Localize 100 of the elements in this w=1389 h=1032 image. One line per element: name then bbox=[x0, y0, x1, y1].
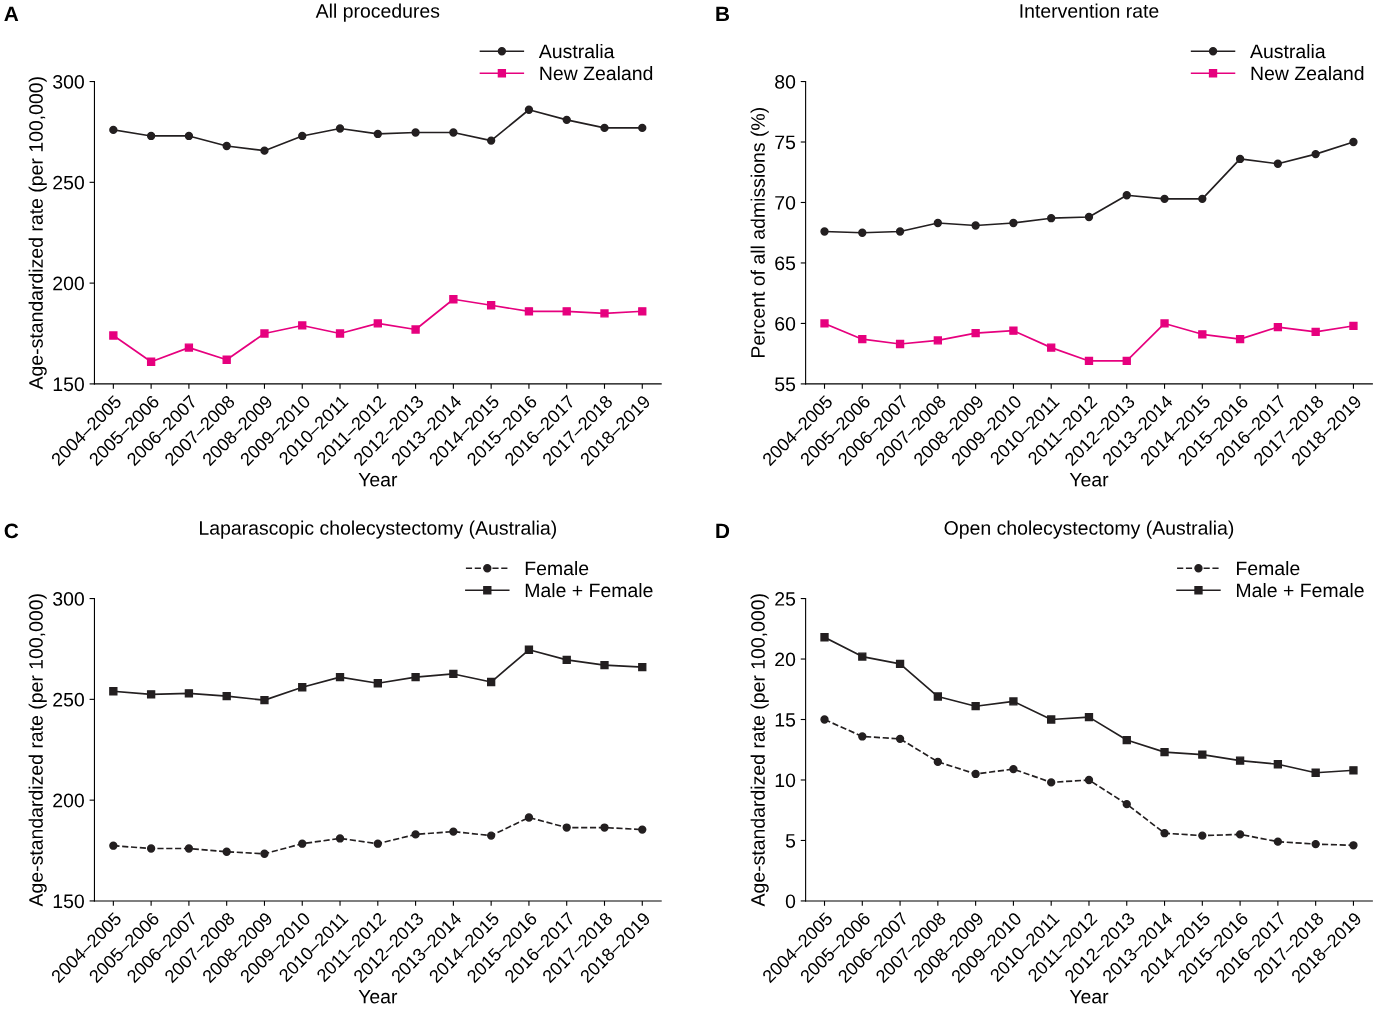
text: A bbox=[4, 6, 19, 22]
point bbox=[1235, 154, 1245, 164]
y-tick-label: 150 bbox=[53, 377, 84, 392]
y-tick-label: 20 bbox=[775, 652, 796, 667]
point bbox=[373, 839, 382, 848]
point bbox=[971, 702, 980, 711]
y-tick-label: 150 bbox=[53, 894, 84, 909]
point bbox=[600, 309, 609, 318]
y-tick-label: 200 bbox=[53, 793, 84, 808]
point bbox=[1122, 735, 1131, 745]
point bbox=[971, 769, 980, 779]
point bbox=[1235, 756, 1245, 765]
chart-title: Open cholecystectomy (Australia) bbox=[944, 520, 1234, 539]
point bbox=[109, 841, 118, 850]
y-axis-title: Percent of all admissions (%) bbox=[750, 108, 769, 358]
point bbox=[486, 136, 496, 145]
x-axis-title: Year bbox=[358, 989, 398, 1004]
point bbox=[1349, 766, 1358, 775]
point bbox=[600, 123, 609, 133]
point bbox=[449, 295, 458, 304]
point bbox=[486, 831, 496, 840]
chart-title: Intervention rate bbox=[1020, 3, 1159, 18]
point bbox=[524, 813, 534, 822]
point bbox=[1198, 194, 1207, 204]
point bbox=[1160, 194, 1169, 204]
point bbox=[1311, 149, 1320, 159]
point bbox=[411, 673, 420, 682]
text: C bbox=[4, 523, 19, 539]
y-tick-label: 250 bbox=[53, 692, 84, 707]
x-axis-title: Year bbox=[1069, 989, 1109, 1004]
point bbox=[858, 732, 867, 741]
point bbox=[449, 669, 458, 679]
point bbox=[486, 301, 496, 310]
point bbox=[146, 844, 156, 853]
point bbox=[600, 823, 609, 832]
y-tick-label: 300 bbox=[53, 592, 84, 606]
text: B bbox=[716, 6, 730, 22]
chart-title: Laparascopic cholecystectomy (Australia) bbox=[200, 520, 557, 539]
point bbox=[411, 325, 420, 334]
point bbox=[146, 131, 156, 141]
point bbox=[298, 839, 307, 848]
point bbox=[109, 687, 118, 696]
point bbox=[1160, 319, 1169, 328]
point bbox=[1047, 715, 1056, 724]
point bbox=[1160, 829, 1169, 838]
point bbox=[562, 655, 571, 665]
point bbox=[1047, 214, 1056, 223]
point bbox=[260, 695, 269, 705]
point bbox=[1122, 191, 1131, 200]
point bbox=[146, 690, 156, 699]
point bbox=[260, 849, 269, 858]
x-axis-title: Year bbox=[1069, 472, 1109, 487]
y-tick-label: 70 bbox=[775, 195, 796, 210]
y-tick-label: 60 bbox=[775, 316, 796, 331]
point bbox=[335, 834, 345, 843]
y-tick-label: 0 bbox=[785, 894, 796, 909]
point bbox=[820, 633, 829, 642]
point bbox=[298, 321, 307, 330]
point bbox=[1349, 137, 1358, 147]
y-tick-label: 300 bbox=[53, 75, 84, 89]
point bbox=[298, 683, 307, 692]
point bbox=[895, 659, 905, 669]
point bbox=[184, 131, 194, 141]
point bbox=[971, 221, 980, 230]
point bbox=[449, 128, 458, 137]
point bbox=[1198, 750, 1207, 759]
point bbox=[562, 307, 571, 316]
point bbox=[933, 336, 943, 345]
y-tick-label: 5 bbox=[785, 834, 796, 848]
point bbox=[260, 329, 269, 338]
point bbox=[1273, 760, 1283, 769]
point bbox=[562, 115, 571, 124]
point bbox=[638, 825, 647, 834]
chart-title: All procedures bbox=[315, 3, 440, 22]
point bbox=[524, 105, 534, 114]
point bbox=[524, 645, 534, 654]
point bbox=[1122, 356, 1131, 366]
point bbox=[449, 827, 458, 836]
point bbox=[146, 357, 156, 366]
point bbox=[1311, 839, 1320, 849]
y-axis-title: Age-standardized rate (per 100,000) bbox=[28, 594, 47, 907]
point bbox=[895, 734, 905, 744]
point bbox=[638, 307, 647, 316]
point bbox=[820, 227, 829, 236]
point bbox=[933, 692, 943, 701]
point bbox=[184, 343, 194, 352]
point bbox=[1009, 764, 1018, 774]
point bbox=[524, 307, 534, 316]
legend-label: Australia bbox=[1250, 43, 1326, 59]
point bbox=[1198, 330, 1207, 339]
y-tick-label: 65 bbox=[775, 256, 796, 271]
y-tick-label: 250 bbox=[53, 175, 84, 190]
y-tick-label: 200 bbox=[53, 276, 84, 291]
point bbox=[638, 123, 647, 133]
point bbox=[411, 830, 420, 839]
text: D bbox=[716, 523, 730, 539]
point bbox=[1273, 322, 1283, 332]
point bbox=[373, 319, 382, 328]
point bbox=[486, 677, 496, 687]
point bbox=[222, 847, 231, 856]
